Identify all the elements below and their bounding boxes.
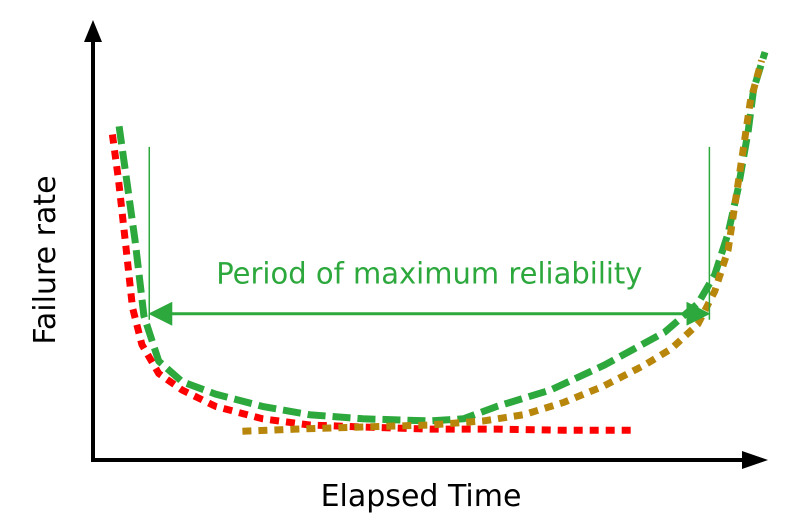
y-axis-label: Failure rate: [28, 175, 63, 344]
annotation-label: Period of maximum reliability: [216, 257, 642, 291]
reliability-annotation: Period of maximum reliability: [148, 146, 711, 326]
red-dotted-curve: [108, 134, 631, 434]
x-axis-arrowhead: [742, 451, 768, 469]
x-axis-label: Elapsed Time: [321, 479, 522, 514]
y-axis-arrowhead: [84, 20, 102, 42]
series-group: [108, 51, 769, 435]
brown-dotted-curve: [242, 59, 765, 435]
green-dashed-curve: [115, 51, 769, 425]
